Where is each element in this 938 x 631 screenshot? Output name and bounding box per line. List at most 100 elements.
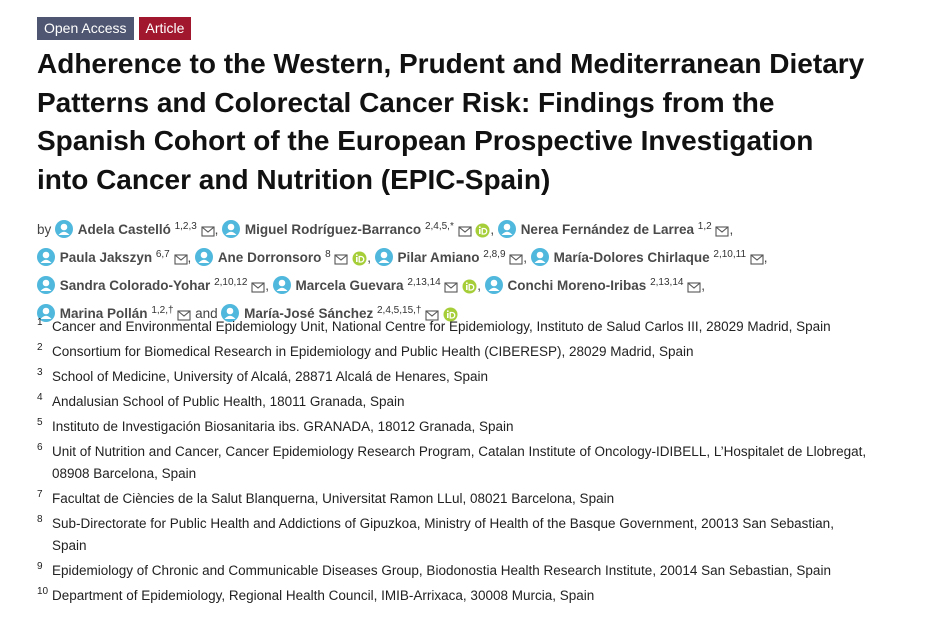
orcid-icon-svg: [462, 279, 477, 294]
affiliation-number: 1: [37, 317, 43, 328]
author: Marcela Guevara 2,13,14: [272, 276, 478, 294]
orcid-icon[interactable]: [443, 307, 458, 328]
email-icon-svg: [509, 254, 523, 265]
email-icon[interactable]: [177, 307, 191, 328]
author-affiliations: 1,2,†: [151, 305, 174, 316]
separator: ,: [477, 278, 482, 293]
author: Ane Dorronsoro 8: [195, 248, 367, 266]
author: Adela Castelló 1,2,3: [55, 220, 215, 238]
author-affiliations: 1,2,3: [174, 221, 197, 232]
author-name[interactable]: Nerea Fernández de Larrea: [520, 222, 695, 237]
affiliation-text: Consortium for Biomedical Research in Ep…: [52, 344, 694, 359]
by-prefix: by: [37, 222, 52, 237]
email-icon-svg: [251, 282, 265, 293]
author-affiliations: 2,13,14: [650, 277, 684, 288]
author-name[interactable]: María-Dolores Chirlaque: [553, 250, 710, 265]
author-name[interactable]: Marina Pollán: [59, 306, 148, 321]
email-icon-svg: [687, 282, 701, 293]
separator: ,: [763, 250, 768, 265]
article-title: Adherence to the Western, Prudent and Me…: [37, 48, 865, 195]
author-name[interactable]: María-José Sánchez: [244, 306, 374, 321]
affiliation-text: School of Medicine, University of Alcalá…: [52, 369, 489, 384]
email-icon-svg: [715, 226, 730, 237]
author-name[interactable]: Conchi Moreno-Iribas: [507, 278, 647, 293]
author: María-Dolores Chirlaque 2,10,11: [530, 248, 764, 266]
author-icon[interactable]: [222, 220, 241, 244]
author-icon-svg: [497, 220, 516, 238]
affiliation-text: Andalusian School of Public Health, 1801…: [52, 394, 405, 409]
affiliation-text: Facultat de Ciències de la Salut Blanque…: [52, 491, 615, 506]
author-icon[interactable]: [484, 276, 504, 300]
separator: ,: [701, 278, 705, 293]
author-name[interactable]: Pilar Amiano: [397, 250, 480, 265]
affiliation: 6 Unit of Nutrition and Cancer, Cancer Ep…: [37, 441, 872, 485]
author-icon-svg: [272, 276, 291, 294]
author-icon[interactable]: [37, 304, 56, 328]
email-icon[interactable]: [251, 279, 265, 300]
author-icon[interactable]: [374, 248, 394, 272]
email-icon[interactable]: [509, 251, 523, 272]
affiliation-number: 8: [37, 514, 43, 525]
email-icon[interactable]: [458, 223, 472, 244]
article-type-badge: Article: [138, 17, 192, 40]
affiliation: 8 Sub-Directorate for Public Health and A…: [37, 513, 872, 557]
email-icon[interactable]: [750, 251, 764, 272]
affiliation: 4 Andalusian School of Public Health, 180…: [37, 391, 872, 413]
orcid-icon-svg: [443, 307, 458, 322]
email-icon[interactable]: [715, 223, 730, 244]
author-icon-svg: [222, 220, 241, 238]
author-icon-svg: [221, 304, 240, 322]
affiliation-number: 10: [37, 586, 49, 597]
author-icon-svg: [37, 248, 55, 266]
author-icon[interactable]: [497, 220, 517, 244]
separator: ,: [729, 222, 734, 237]
author-name[interactable]: Marcela Guevara: [295, 278, 404, 293]
open-access-badge[interactable]: Open Access: [37, 17, 134, 40]
affiliation-text: Epidemiology of Chronic and Communicable…: [52, 563, 831, 578]
orcid-icon-svg: [475, 223, 490, 238]
author-affiliations: 2,13,14: [407, 277, 441, 288]
author-icon[interactable]: [272, 276, 292, 300]
author-affiliations: 2,8,9: [483, 249, 506, 260]
author-icon[interactable]: [530, 248, 550, 272]
conjunction: and: [195, 306, 218, 321]
orcid-icon[interactable]: [462, 279, 477, 300]
author-icon[interactable]: [221, 304, 240, 328]
orcid-icon[interactable]: [352, 251, 367, 272]
author-icon[interactable]: [195, 248, 214, 272]
author: Nerea Fernández de Larrea 1,2: [497, 220, 730, 238]
affiliation-number: 3: [37, 367, 43, 378]
author-name[interactable]: Miguel Rodríguez-Barranco: [244, 222, 422, 237]
email-icon[interactable]: [425, 307, 439, 328]
affiliation: 9 Epidemiology of Chronic and Communicabl…: [37, 560, 872, 582]
author-icon-svg: [37, 304, 55, 322]
email-icon[interactable]: [173, 251, 188, 272]
author-icon[interactable]: [37, 276, 56, 300]
author-name[interactable]: Sandra Colorado-Yohar: [59, 278, 211, 293]
author-icon[interactable]: [37, 248, 56, 272]
orcid-icon[interactable]: [475, 223, 490, 244]
affiliation-number: 9: [37, 561, 43, 572]
author: Marina Pollán 1,2,†: [37, 304, 191, 322]
author-affiliations: 2,10,11: [713, 249, 747, 260]
email-icon-svg: [201, 226, 215, 237]
author-name[interactable]: Ane Dorronsoro: [217, 250, 322, 265]
author-name[interactable]: Adela Castelló: [77, 222, 171, 237]
affiliation-text: Department of Epidemiology, Regional Hea…: [52, 588, 595, 603]
email-icon[interactable]: [444, 279, 459, 300]
affiliation: 3 School of Medicine, University of Alcal…: [37, 366, 872, 388]
author-name[interactable]: Paula Jakszyn: [59, 250, 153, 265]
email-icon-svg: [425, 310, 439, 321]
author-icon-svg: [484, 276, 503, 294]
email-icon[interactable]: [687, 279, 701, 300]
author-icon-svg: [37, 276, 55, 294]
separator: ,: [187, 250, 192, 265]
affiliation: 10 Department of Epidemiology, Regional H…: [37, 585, 872, 607]
separator: ,: [490, 222, 495, 237]
author-icon[interactable]: [55, 220, 74, 244]
email-icon[interactable]: [334, 251, 348, 272]
author: Sandra Colorado-Yohar 2,10,12: [37, 276, 265, 294]
author: Conchi Moreno-Iribas 2,13,14: [484, 276, 701, 294]
email-icon[interactable]: [201, 223, 215, 244]
affiliation: 1 Cancer and Environmental Epidemiology U…: [37, 316, 872, 338]
